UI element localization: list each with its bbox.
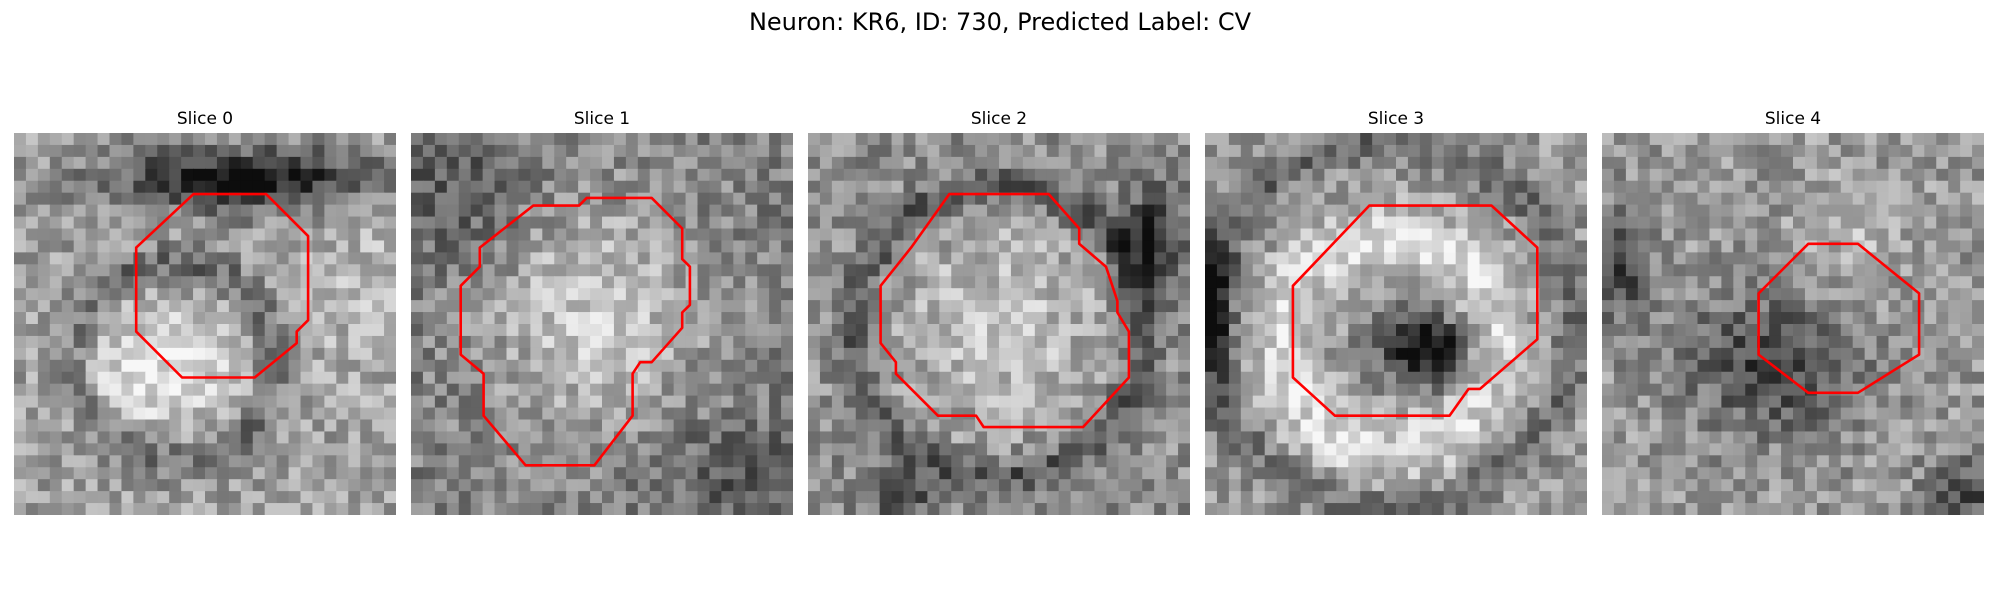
slice-panel-1: Slice 1 bbox=[411, 108, 793, 515]
contour-outline bbox=[1757, 242, 1921, 395]
contour-outline bbox=[879, 192, 1131, 429]
slice-image-0 bbox=[14, 133, 396, 515]
slice-panel-4: Slice 4 bbox=[1602, 108, 1984, 515]
slice-image-4 bbox=[1602, 133, 1984, 515]
contour-outline bbox=[134, 192, 310, 379]
slice-title: Slice 2 bbox=[970, 109, 1028, 129]
slice-panel-2: Slice 2 bbox=[808, 108, 1190, 515]
slice-image-1 bbox=[411, 133, 793, 515]
slice-image-3 bbox=[1205, 133, 1587, 515]
slice-panel-0: Slice 0 bbox=[14, 108, 396, 515]
slice-title: Slice 1 bbox=[573, 109, 631, 129]
slice-title: Slice 0 bbox=[176, 109, 234, 129]
contour-outline bbox=[459, 196, 692, 467]
figure-title: Neuron: KR6, ID: 730, Predicted Label: C… bbox=[748, 8, 1252, 36]
contour-outline bbox=[1291, 204, 1539, 418]
slice-image-2 bbox=[808, 133, 1190, 515]
slice-panel-3: Slice 3 bbox=[1205, 108, 1587, 515]
slice-title: Slice 4 bbox=[1764, 109, 1822, 129]
slice-title: Slice 3 bbox=[1367, 109, 1425, 129]
